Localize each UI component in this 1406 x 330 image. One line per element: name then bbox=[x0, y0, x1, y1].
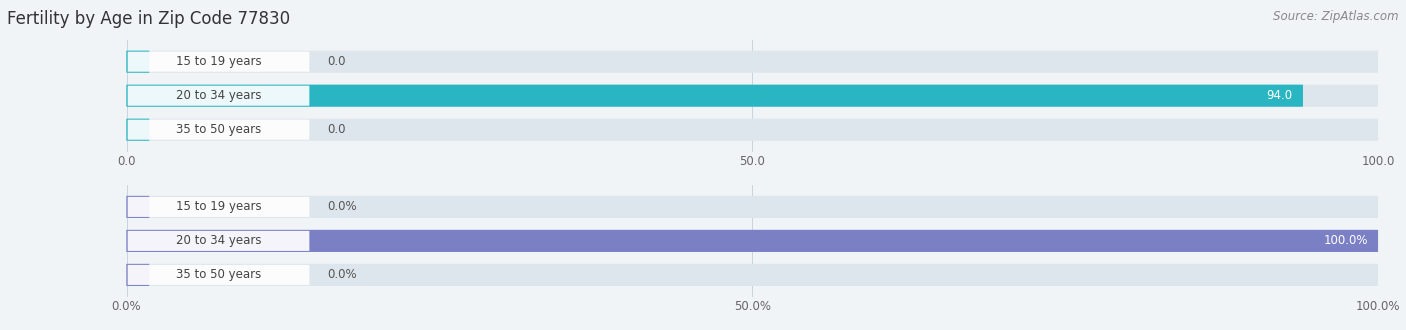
Text: 20 to 34 years: 20 to 34 years bbox=[176, 234, 262, 248]
FancyBboxPatch shape bbox=[127, 264, 1378, 286]
FancyBboxPatch shape bbox=[127, 85, 1303, 107]
Text: 0.0%: 0.0% bbox=[326, 268, 356, 281]
FancyBboxPatch shape bbox=[127, 230, 1378, 252]
Text: Fertility by Age in Zip Code 77830: Fertility by Age in Zip Code 77830 bbox=[7, 10, 290, 28]
Text: 15 to 19 years: 15 to 19 years bbox=[176, 200, 262, 214]
FancyBboxPatch shape bbox=[128, 52, 309, 72]
FancyBboxPatch shape bbox=[127, 119, 149, 141]
Text: 100.0%: 100.0% bbox=[1323, 234, 1368, 248]
Text: 94.0: 94.0 bbox=[1267, 89, 1292, 102]
Text: Source: ZipAtlas.com: Source: ZipAtlas.com bbox=[1274, 10, 1399, 23]
FancyBboxPatch shape bbox=[127, 85, 1378, 107]
Text: 35 to 50 years: 35 to 50 years bbox=[176, 123, 262, 136]
Text: 0.0: 0.0 bbox=[326, 55, 346, 68]
FancyBboxPatch shape bbox=[127, 196, 149, 218]
FancyBboxPatch shape bbox=[127, 196, 1378, 218]
Text: 15 to 19 years: 15 to 19 years bbox=[176, 55, 262, 68]
Text: 35 to 50 years: 35 to 50 years bbox=[176, 268, 262, 281]
FancyBboxPatch shape bbox=[128, 86, 309, 106]
FancyBboxPatch shape bbox=[127, 50, 1378, 73]
FancyBboxPatch shape bbox=[128, 231, 309, 251]
Text: 0.0: 0.0 bbox=[326, 123, 346, 136]
FancyBboxPatch shape bbox=[128, 197, 309, 217]
Text: 20 to 34 years: 20 to 34 years bbox=[176, 89, 262, 102]
FancyBboxPatch shape bbox=[127, 264, 149, 286]
Text: 0.0%: 0.0% bbox=[326, 200, 356, 214]
FancyBboxPatch shape bbox=[128, 265, 309, 285]
FancyBboxPatch shape bbox=[127, 50, 149, 73]
FancyBboxPatch shape bbox=[128, 120, 309, 140]
FancyBboxPatch shape bbox=[127, 119, 1378, 141]
FancyBboxPatch shape bbox=[127, 230, 1378, 252]
